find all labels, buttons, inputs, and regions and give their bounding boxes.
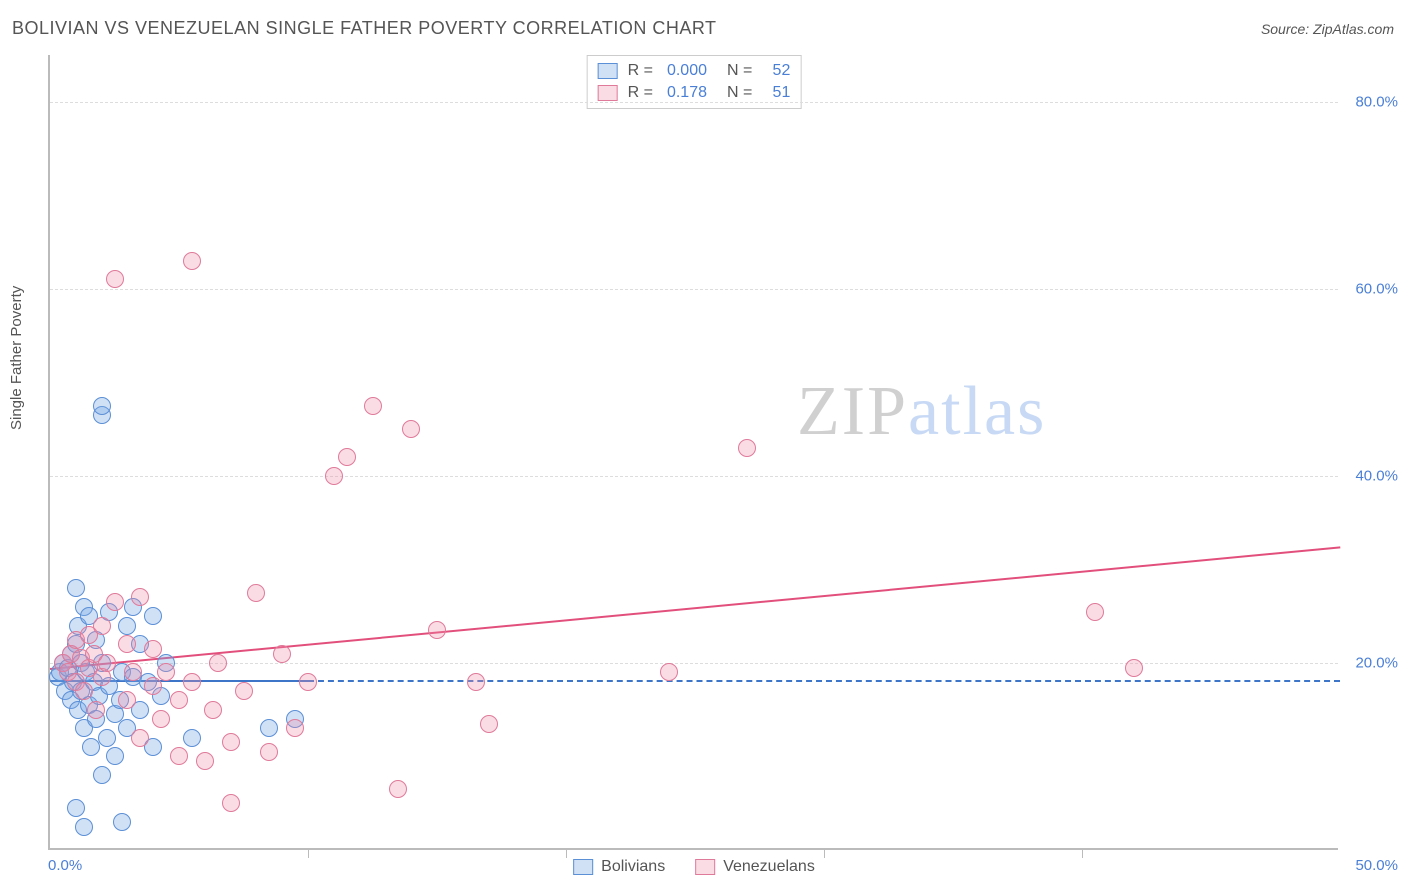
data-point xyxy=(209,654,227,672)
legend-label: Bolivians xyxy=(601,858,665,876)
stats-row-venezuelans: R = 0.178 N = 51 xyxy=(598,82,791,104)
legend-item-bolivians: Bolivians xyxy=(573,858,665,876)
data-point xyxy=(338,448,356,466)
data-point xyxy=(75,818,93,836)
data-point xyxy=(480,715,498,733)
data-point xyxy=(325,467,343,485)
data-point xyxy=(222,733,240,751)
gridline-h xyxy=(50,102,1338,103)
data-point xyxy=(106,593,124,611)
data-point xyxy=(87,701,105,719)
origin-label: 0.0% xyxy=(48,857,82,874)
data-point xyxy=(247,584,265,602)
data-point xyxy=(113,813,131,831)
y-axis-label: Single Father Poverty xyxy=(8,286,25,430)
data-point xyxy=(402,420,420,438)
watermark: ZIPatlas xyxy=(797,372,1046,452)
data-point xyxy=(157,663,175,681)
data-point xyxy=(170,747,188,765)
data-point xyxy=(235,682,253,700)
legend-item-venezuelans: Venezuelans xyxy=(695,858,815,876)
legend-label: Venezuelans xyxy=(723,858,815,876)
data-point xyxy=(183,729,201,747)
data-point xyxy=(196,752,214,770)
data-point xyxy=(467,673,485,691)
swatch-bolivians-icon xyxy=(573,859,593,875)
y-tick-label: 40.0% xyxy=(1343,467,1398,484)
data-point xyxy=(75,682,93,700)
data-point xyxy=(1125,659,1143,677)
data-point xyxy=(106,270,124,288)
data-point xyxy=(260,719,278,737)
y-tick-label: 20.0% xyxy=(1343,654,1398,671)
data-point xyxy=(660,663,678,681)
data-point xyxy=(131,588,149,606)
data-point xyxy=(131,729,149,747)
chart-source: Source: ZipAtlas.com xyxy=(1261,21,1394,37)
data-point xyxy=(106,747,124,765)
series-legend: Bolivians Venezuelans xyxy=(573,858,815,876)
swatch-bolivians-icon xyxy=(598,63,618,79)
data-point xyxy=(118,617,136,635)
data-point xyxy=(67,579,85,597)
data-point xyxy=(183,673,201,691)
gridline-h xyxy=(50,289,1338,290)
plot-area: ZIPatlas R = 0.000 N = 52 R = 0.178 N = … xyxy=(48,55,1338,850)
data-point xyxy=(286,719,304,737)
data-point xyxy=(98,654,116,672)
data-point xyxy=(389,780,407,798)
x-tick xyxy=(1082,848,1083,858)
swatch-venezuelans-icon xyxy=(598,85,618,101)
regression-line xyxy=(50,546,1340,670)
data-point xyxy=(170,691,188,709)
data-point xyxy=(144,640,162,658)
data-point xyxy=(93,617,111,635)
data-point xyxy=(67,799,85,817)
data-point xyxy=(98,729,116,747)
data-point xyxy=(124,663,142,681)
chart-title: BOLIVIAN VS VENEZUELAN SINGLE FATHER POV… xyxy=(12,18,717,39)
y-tick-label: 80.0% xyxy=(1343,93,1398,110)
data-point xyxy=(152,710,170,728)
data-point xyxy=(260,743,278,761)
data-point xyxy=(204,701,222,719)
data-point xyxy=(93,766,111,784)
data-point xyxy=(273,645,291,663)
data-point xyxy=(144,677,162,695)
x-tick xyxy=(308,848,309,858)
data-point xyxy=(364,397,382,415)
data-point xyxy=(118,635,136,653)
data-point xyxy=(738,439,756,457)
swatch-venezuelans-icon xyxy=(695,859,715,875)
gridline-h xyxy=(50,476,1338,477)
data-point xyxy=(183,252,201,270)
y-tick-label: 60.0% xyxy=(1343,280,1398,297)
x-max-label: 50.0% xyxy=(1343,857,1398,874)
x-tick xyxy=(566,848,567,858)
stats-row-bolivians: R = 0.000 N = 52 xyxy=(598,60,791,82)
data-point xyxy=(1086,603,1104,621)
data-point xyxy=(118,691,136,709)
x-tick xyxy=(824,848,825,858)
data-point xyxy=(144,607,162,625)
data-point xyxy=(222,794,240,812)
data-point xyxy=(93,397,111,415)
data-point xyxy=(428,621,446,639)
gridline-h xyxy=(50,663,1338,664)
chart-header: BOLIVIAN VS VENEZUELAN SINGLE FATHER POV… xyxy=(12,18,1394,39)
regression-line-dashed xyxy=(308,680,1340,682)
data-point xyxy=(299,673,317,691)
